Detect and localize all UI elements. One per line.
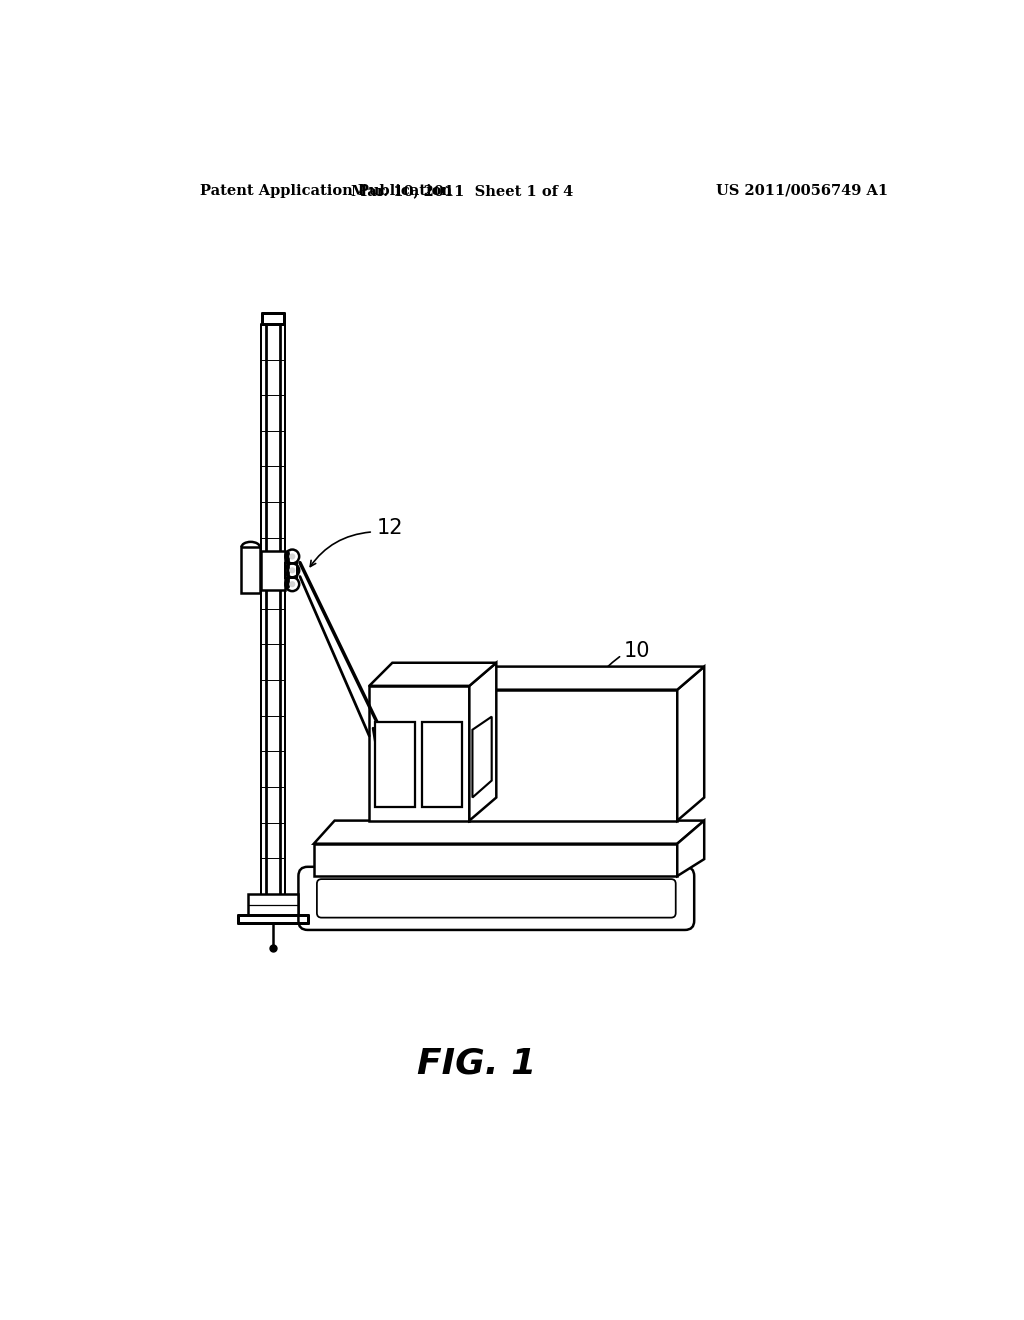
Bar [261,552,285,590]
Circle shape [289,568,295,573]
Polygon shape [370,663,497,686]
Polygon shape [370,686,469,821]
Text: FIG. 1: FIG. 1 [418,1047,537,1080]
Circle shape [289,553,295,560]
Polygon shape [313,843,677,876]
Bar [249,894,298,915]
Text: 11: 11 [635,702,662,723]
Circle shape [289,581,295,587]
Polygon shape [472,717,492,797]
Polygon shape [677,667,705,821]
Polygon shape [313,821,705,843]
Bar [422,722,462,807]
FancyBboxPatch shape [316,879,676,917]
Text: US 2011/0056749 A1: US 2011/0056749 A1 [716,183,888,198]
Polygon shape [469,667,705,689]
Text: 12: 12 [377,517,403,539]
Text: 10: 10 [624,642,650,661]
Polygon shape [677,821,705,876]
Bar [242,548,260,594]
Polygon shape [469,689,677,821]
Bar [376,722,416,807]
Polygon shape [469,663,497,821]
Text: Patent Application Publication: Patent Application Publication [200,183,452,198]
Text: Mar. 10, 2011  Sheet 1 of 4: Mar. 10, 2011 Sheet 1 of 4 [350,183,572,198]
FancyBboxPatch shape [298,867,694,929]
Bar [285,562,297,578]
